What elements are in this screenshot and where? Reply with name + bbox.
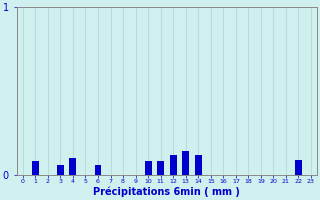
Bar	[295, 160, 302, 175]
Bar	[145, 161, 152, 175]
Bar	[170, 155, 177, 175]
Bar	[32, 161, 39, 175]
Bar	[182, 151, 189, 175]
Bar	[94, 165, 101, 175]
Bar	[69, 158, 76, 175]
Bar	[157, 161, 164, 175]
Bar	[195, 155, 202, 175]
Bar	[57, 165, 64, 175]
X-axis label: Précipitations 6min ( mm ): Précipitations 6min ( mm )	[93, 187, 240, 197]
